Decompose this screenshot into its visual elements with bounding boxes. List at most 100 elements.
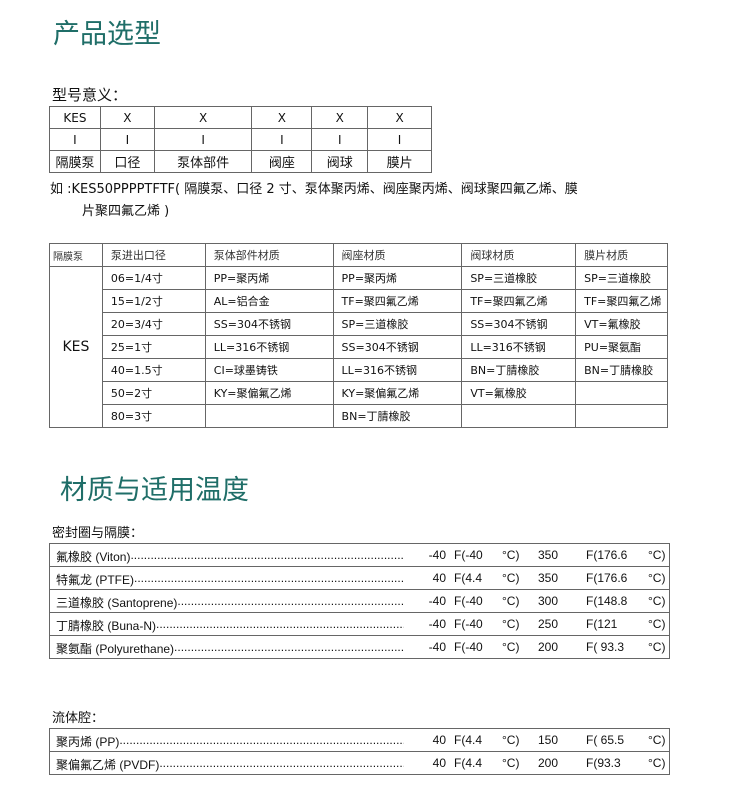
- option-cell: CI=球墨铸铁: [204, 358, 334, 382]
- dot-leader: ........................................…: [130, 548, 404, 562]
- option-cell: SP=三道橡胶: [575, 266, 668, 290]
- material-unit1: °C): [502, 733, 520, 747]
- material-row: 聚氨酯 (Polyurethane)......................…: [50, 636, 669, 659]
- material-unit2: °C): [648, 594, 666, 608]
- material-unit2: °C): [648, 756, 666, 770]
- material-unit2: °C): [648, 548, 666, 562]
- material-unit2: °C): [648, 571, 666, 585]
- option-cell: SP=三道橡胶: [461, 266, 577, 290]
- material-maxc: F(93.3: [586, 756, 621, 770]
- material-min: -40: [428, 548, 446, 562]
- material-max: 200: [538, 756, 559, 770]
- model-cell: I: [311, 128, 369, 151]
- material-name: 氟橡胶 (Viton): [56, 550, 131, 564]
- material-min: 40: [432, 756, 446, 770]
- material-min: 40: [432, 571, 446, 585]
- option-cell: [575, 381, 668, 405]
- material-row: 三道橡胶 (Santoprene).......................…: [50, 590, 669, 613]
- material-name-box: 聚氨酯 (Polyurethane)......................…: [56, 640, 404, 657]
- option-cell: KY=聚偏氟乙烯: [204, 381, 334, 405]
- option-cell: VT=氟橡胶: [461, 381, 577, 405]
- model-cell: I: [251, 128, 313, 151]
- option-cell: BN=丁腈橡胶: [575, 358, 668, 382]
- model-label: 型号意义：: [52, 86, 128, 104]
- option-cell: LL=316不锈钢: [332, 358, 463, 382]
- column-header: 膜片材质: [575, 243, 668, 267]
- option-cell: [461, 404, 577, 428]
- option-cell: SS=304不锈钢: [204, 312, 334, 336]
- material-minc: F(4.4: [454, 571, 483, 585]
- option-cell: BN=丁腈橡胶: [332, 404, 463, 428]
- model-table: KES X X X X X I I I I I I 隔膜泵 口径 泵体部件 阀座 阀球 膜片: [49, 106, 432, 173]
- example-line-1: 如 :KES50PPPPTFTF( 隔膜泵、口径 2 寸、泵体聚丙烯、阀座聚丙烯…: [50, 182, 578, 197]
- dot-leader: ........................................…: [119, 733, 404, 747]
- material-row: 特氟龙 (PTFE)..............................…: [50, 567, 669, 590]
- table-row: 25=1寸 LL=316不锈钢 SS=304不锈钢 LL=316不锈钢 PU=聚氨酯: [50, 335, 668, 359]
- material-max: 250: [538, 617, 559, 631]
- model-cell: I: [367, 128, 432, 151]
- table-row: KES 06=1/4寸 PP=聚丙烯 PP=聚丙烯 SP=三道橡胶 SP=三道橡胶: [49, 266, 668, 428]
- material-name: 丁腈橡胶 (Buna-N): [56, 619, 157, 633]
- option-cell: 20=3/4寸: [101, 312, 206, 336]
- material-max: 300: [538, 594, 559, 608]
- material-unit1: °C): [502, 617, 520, 631]
- material-name-box: 丁腈橡胶 (Buna-N)...........................…: [56, 617, 404, 634]
- column-header: 阀球材质: [461, 243, 577, 267]
- material-unit1: °C): [502, 548, 520, 562]
- model-cell: 膜片: [367, 150, 432, 173]
- model-cell: I: [153, 128, 253, 151]
- materials-title: 材质与适用温度: [60, 475, 249, 506]
- model-cell: I: [99, 128, 155, 151]
- seals-label: 密封圈与隔膜：: [52, 526, 144, 541]
- option-cell: AL=铝合金: [204, 289, 334, 313]
- material-minc: F(-40: [454, 617, 483, 631]
- option-cell: 25=1寸: [101, 335, 206, 359]
- model-cell: X: [251, 106, 313, 129]
- material-min: -40: [428, 594, 446, 608]
- dot-leader: ........................................…: [156, 617, 404, 631]
- pump-model-cell: KES: [49, 266, 103, 428]
- option-cell: SS=304不锈钢: [332, 335, 463, 359]
- example-line-2: 片聚四氟乙烯 ): [82, 204, 170, 219]
- option-cell: TF=聚四氟乙烯: [332, 289, 463, 313]
- seals-table: 氟橡胶 (Viton).............................…: [49, 543, 670, 659]
- material-row: 丁腈橡胶 (Buna-N)...........................…: [50, 613, 669, 636]
- material-max: 200: [538, 640, 559, 654]
- material-name-box: 特氟龙 (PTFE)..............................…: [56, 571, 404, 588]
- material-unit1: °C): [502, 571, 520, 585]
- material-max: 350: [538, 548, 559, 562]
- material-minc: F(4.4: [454, 756, 483, 770]
- table-row: 15=1/2寸 AL=铝合金 TF=聚四氟乙烯 TF=聚四氟乙烯 TF=聚四氟乙烯: [50, 289, 668, 313]
- dot-leader: ........................................…: [177, 594, 404, 608]
- material-maxc: F(121: [586, 617, 618, 631]
- option-cell: LL=316不锈钢: [204, 335, 334, 359]
- model-cell: X: [153, 106, 253, 129]
- model-cell: KES: [49, 106, 101, 129]
- material-minc: F(-40: [454, 640, 483, 654]
- header-row: 隔膜泵 泵进出口径 泵体部件材质 阀座材质 阀球材质 膜片材质: [49, 243, 668, 267]
- material-minc: F(4.4: [454, 733, 483, 747]
- material-name: 聚氨酯 (Polyurethane): [56, 642, 175, 656]
- table-row: 40=1.5寸 CI=球墨铸铁 LL=316不锈钢 BN=丁腈橡胶 BN=丁腈橡胶: [50, 358, 668, 382]
- material-unit2: °C): [648, 640, 666, 654]
- material-name: 聚丙烯 (PP): [56, 735, 120, 749]
- table-row: 80=3寸 BN=丁腈橡胶: [50, 404, 668, 428]
- material-row: 聚丙烯 (PP)................................…: [50, 729, 669, 752]
- model-cell: 阀座: [251, 150, 313, 173]
- dot-leader: ........................................…: [134, 571, 404, 585]
- column-header: 泵进出口径: [101, 243, 206, 267]
- model-row: 隔膜泵 口径 泵体部件 阀座 阀球 膜片: [49, 150, 432, 173]
- model-cell: 口径: [99, 150, 155, 173]
- table-row: 20=3/4寸 SS=304不锈钢 SP=三道橡胶 SS=304不锈钢 VT=氟橡胶: [50, 312, 668, 336]
- dot-leader: ........................................…: [159, 756, 404, 770]
- options-table: 隔膜泵 泵进出口径 泵体部件材质 阀座材质 阀球材质 膜片材质 KES 06=1/4寸 PP=聚…: [49, 243, 668, 428]
- model-row: KES X X X X X: [49, 106, 432, 129]
- option-cell: LL=316不锈钢: [461, 335, 577, 359]
- model-cell: 泵体部件: [153, 150, 253, 173]
- material-name-box: 聚偏氟乙烯 (PVDF)............................…: [56, 756, 404, 773]
- option-cell: PP=聚丙烯: [332, 266, 463, 290]
- option-cell: 15=1/2寸: [101, 289, 206, 313]
- material-row: 聚偏氟乙烯 (PVDF)............................…: [50, 752, 669, 775]
